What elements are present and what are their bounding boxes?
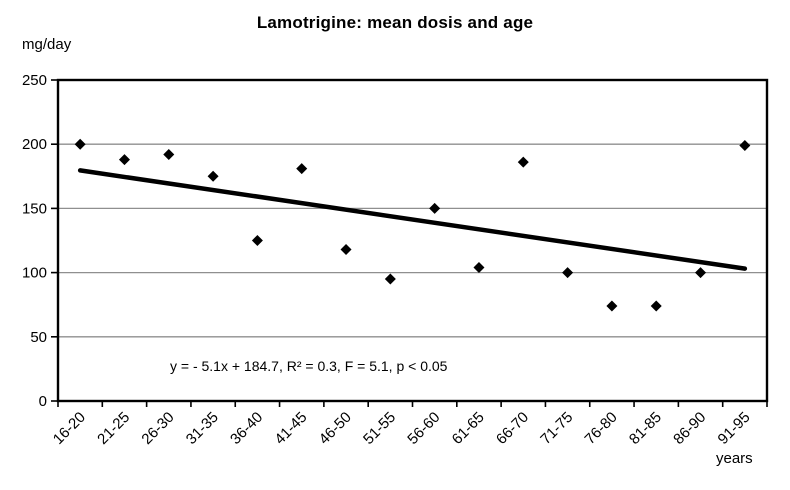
data-point — [606, 300, 618, 312]
x-tick-label: 51-55 — [360, 409, 399, 448]
x-tick-label: 56-60 — [404, 409, 443, 448]
x-tick-label: 66-70 — [493, 409, 532, 448]
y-tick-label: 0 — [39, 393, 47, 410]
x-tick-label: 61-65 — [449, 409, 488, 448]
x-tick-label: 46-50 — [316, 409, 355, 448]
y-tick-label: 50 — [30, 329, 47, 346]
x-tick-label: 86-90 — [670, 409, 709, 448]
x-axis-unit-label: years — [716, 450, 753, 467]
data-point — [74, 138, 86, 150]
y-tick-label: 200 — [22, 136, 47, 153]
x-tick-label: 81-85 — [626, 409, 665, 448]
data-point — [118, 154, 130, 166]
x-tick-label: 41-45 — [271, 409, 310, 448]
x-tick-label: 91-95 — [715, 409, 754, 448]
data-point — [429, 202, 441, 214]
x-tick-label: 16-20 — [50, 409, 89, 448]
data-point — [296, 163, 308, 175]
data-point — [562, 267, 574, 279]
y-tick-label: 250 — [22, 72, 47, 89]
data-point — [739, 139, 751, 151]
x-tick-label: 26-30 — [138, 409, 177, 448]
data-point — [163, 148, 175, 160]
y-tick-label: 150 — [22, 200, 47, 217]
data-point — [695, 267, 707, 279]
x-tick-label: 36-40 — [227, 409, 266, 448]
chart-title: Lamotrigine: mean dosis and age — [256, 13, 534, 32]
plot-frame — [56, 78, 769, 403]
x-tick-label: 21-25 — [94, 409, 133, 448]
x-tick-label: 76-80 — [582, 409, 621, 448]
data-point — [650, 300, 662, 312]
data-point — [517, 156, 529, 168]
x-tick-label: 31-35 — [183, 409, 222, 448]
data-point — [207, 170, 219, 182]
data-point — [384, 273, 396, 285]
y-tick-label: 100 — [22, 265, 47, 282]
regression-equation-annotation: y = - 5.1x + 184.7, R² = 0.3, F = 5.1, p… — [170, 358, 448, 374]
data-point — [251, 235, 263, 246]
trendline — [77, 168, 748, 271]
y-axis-unit-label: mg/day — [22, 36, 72, 53]
data-point — [473, 261, 485, 273]
data-point — [340, 243, 352, 255]
x-tick-label: 71-75 — [537, 409, 576, 448]
